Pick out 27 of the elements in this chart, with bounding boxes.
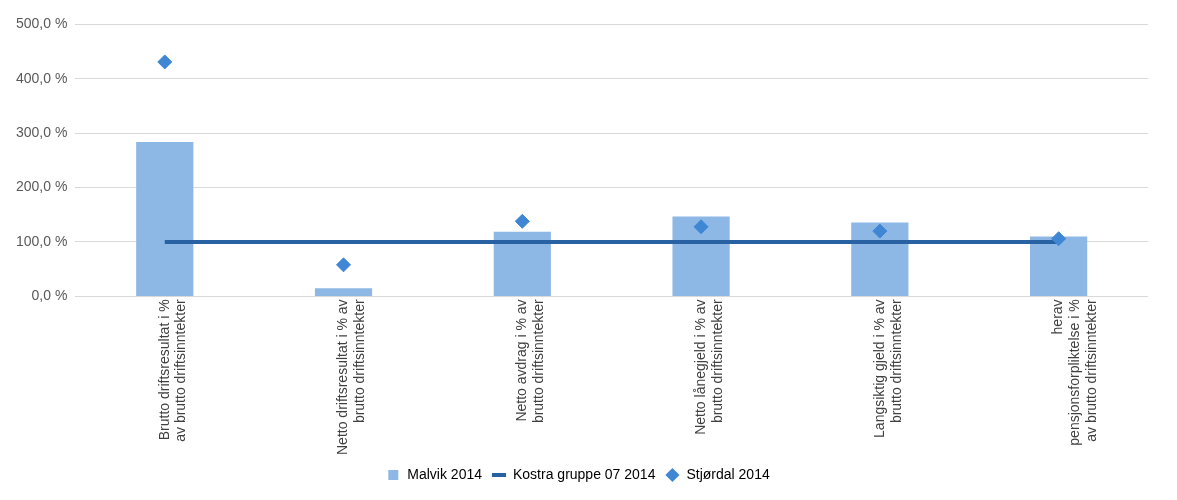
x-tick-label: herav pensjonsforpliktelse i % av brutto driftsinntekter [1049, 299, 1100, 446]
point [514, 213, 530, 229]
legend-label: Stjørdal 2014 [686, 465, 770, 482]
point [157, 54, 173, 70]
y-tick-label: 300,0 % [16, 124, 68, 141]
x-tick-label: Netto lånegjeld i % av brutto driftsinntekter [691, 299, 725, 435]
y-tick-label: 100,0 % [16, 232, 68, 249]
bar [136, 141, 194, 296]
point [693, 219, 709, 235]
legend-label: Malvik 2014 [407, 465, 483, 482]
y-tick-label: 0,0 % [31, 287, 68, 304]
bar [493, 231, 551, 296]
y-tick-label: 500,0 % [16, 15, 68, 32]
legend-label: Kostra gruppe 07 2014 [513, 465, 656, 482]
y-tick-label: 400,0 % [16, 69, 68, 86]
point [1051, 231, 1067, 247]
bar [1030, 236, 1088, 296]
x-tick-label: Langsiktig gjeld i % av brutto driftsinntekter [870, 299, 904, 438]
y-tick-label: 200,0 % [16, 178, 68, 195]
bar [314, 288, 373, 296]
bar [672, 216, 730, 296]
x-tick-label: Netto avdrag i % av brutto driftsinntekter [513, 299, 546, 424]
point [872, 223, 888, 239]
x-tick-label: Brutto driftsresultat i % av brutto driftsinntekter [155, 299, 189, 442]
bar [851, 222, 909, 296]
point [336, 257, 352, 273]
x-tick-label: Netto driftsresultat i % av brutto driftsinntekter [334, 299, 368, 456]
